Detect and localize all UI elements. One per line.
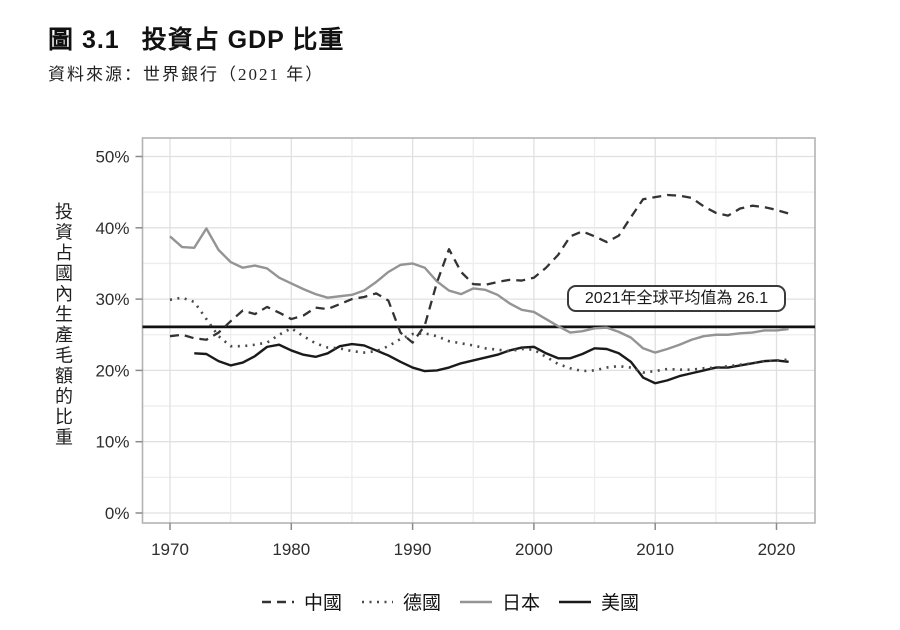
line-japan <box>169 227 789 354</box>
line-usa <box>194 342 789 385</box>
y-tick-label: 40% <box>95 219 129 238</box>
x-tick-label: 1980 <box>272 540 310 559</box>
source-note: 資料來源：世界銀行（2021 年） <box>48 65 325 84</box>
x-tick-label: 2010 <box>636 540 674 559</box>
x-tick-label: 2020 <box>758 540 796 559</box>
dotted-line-icon <box>361 600 393 603</box>
legend-label-usa: 美國 <box>601 593 640 614</box>
black-line-icon <box>559 600 592 603</box>
x-tick-label: 1970 <box>151 540 189 559</box>
plot-border <box>141 137 816 524</box>
figure-title: 圖 3.1 投資占 GDP 比重 <box>48 20 344 56</box>
legend-item-japan: 日本 <box>459 588 540 615</box>
y-tick-label: 30% <box>95 290 129 309</box>
legend-label-china: 中國 <box>303 593 342 614</box>
line-germany <box>169 296 789 374</box>
legend: 中國 德國 日本 美國 <box>0 588 900 615</box>
y-tick-label: 0% <box>105 504 130 523</box>
y-tick-label: 50% <box>95 148 129 167</box>
legend-item-china: 中國 <box>261 588 342 615</box>
legend-item-germany: 德國 <box>360 588 441 615</box>
legend-label-germany: 德國 <box>402 593 441 614</box>
average-annotation: 2021年全球平均值為 26.1 <box>567 285 786 312</box>
x-tick-label: 2000 <box>515 540 553 559</box>
figure-number: 圖 3.1 <box>48 26 120 54</box>
x-tick-label: 1990 <box>394 540 432 559</box>
figure-title-text: 投資占 GDP 比重 <box>141 26 345 54</box>
y-tick-label: 10% <box>95 433 129 452</box>
line-china <box>169 193 789 344</box>
y-axis-title: 投資占國內生產毛額的比重 <box>53 202 73 448</box>
legend-item-usa: 美國 <box>558 588 639 615</box>
gray-line-icon <box>460 600 492 603</box>
legend-label-japan: 日本 <box>502 593 541 614</box>
dashed-line-icon <box>261 600 294 603</box>
y-tick-label: 20% <box>95 361 129 380</box>
